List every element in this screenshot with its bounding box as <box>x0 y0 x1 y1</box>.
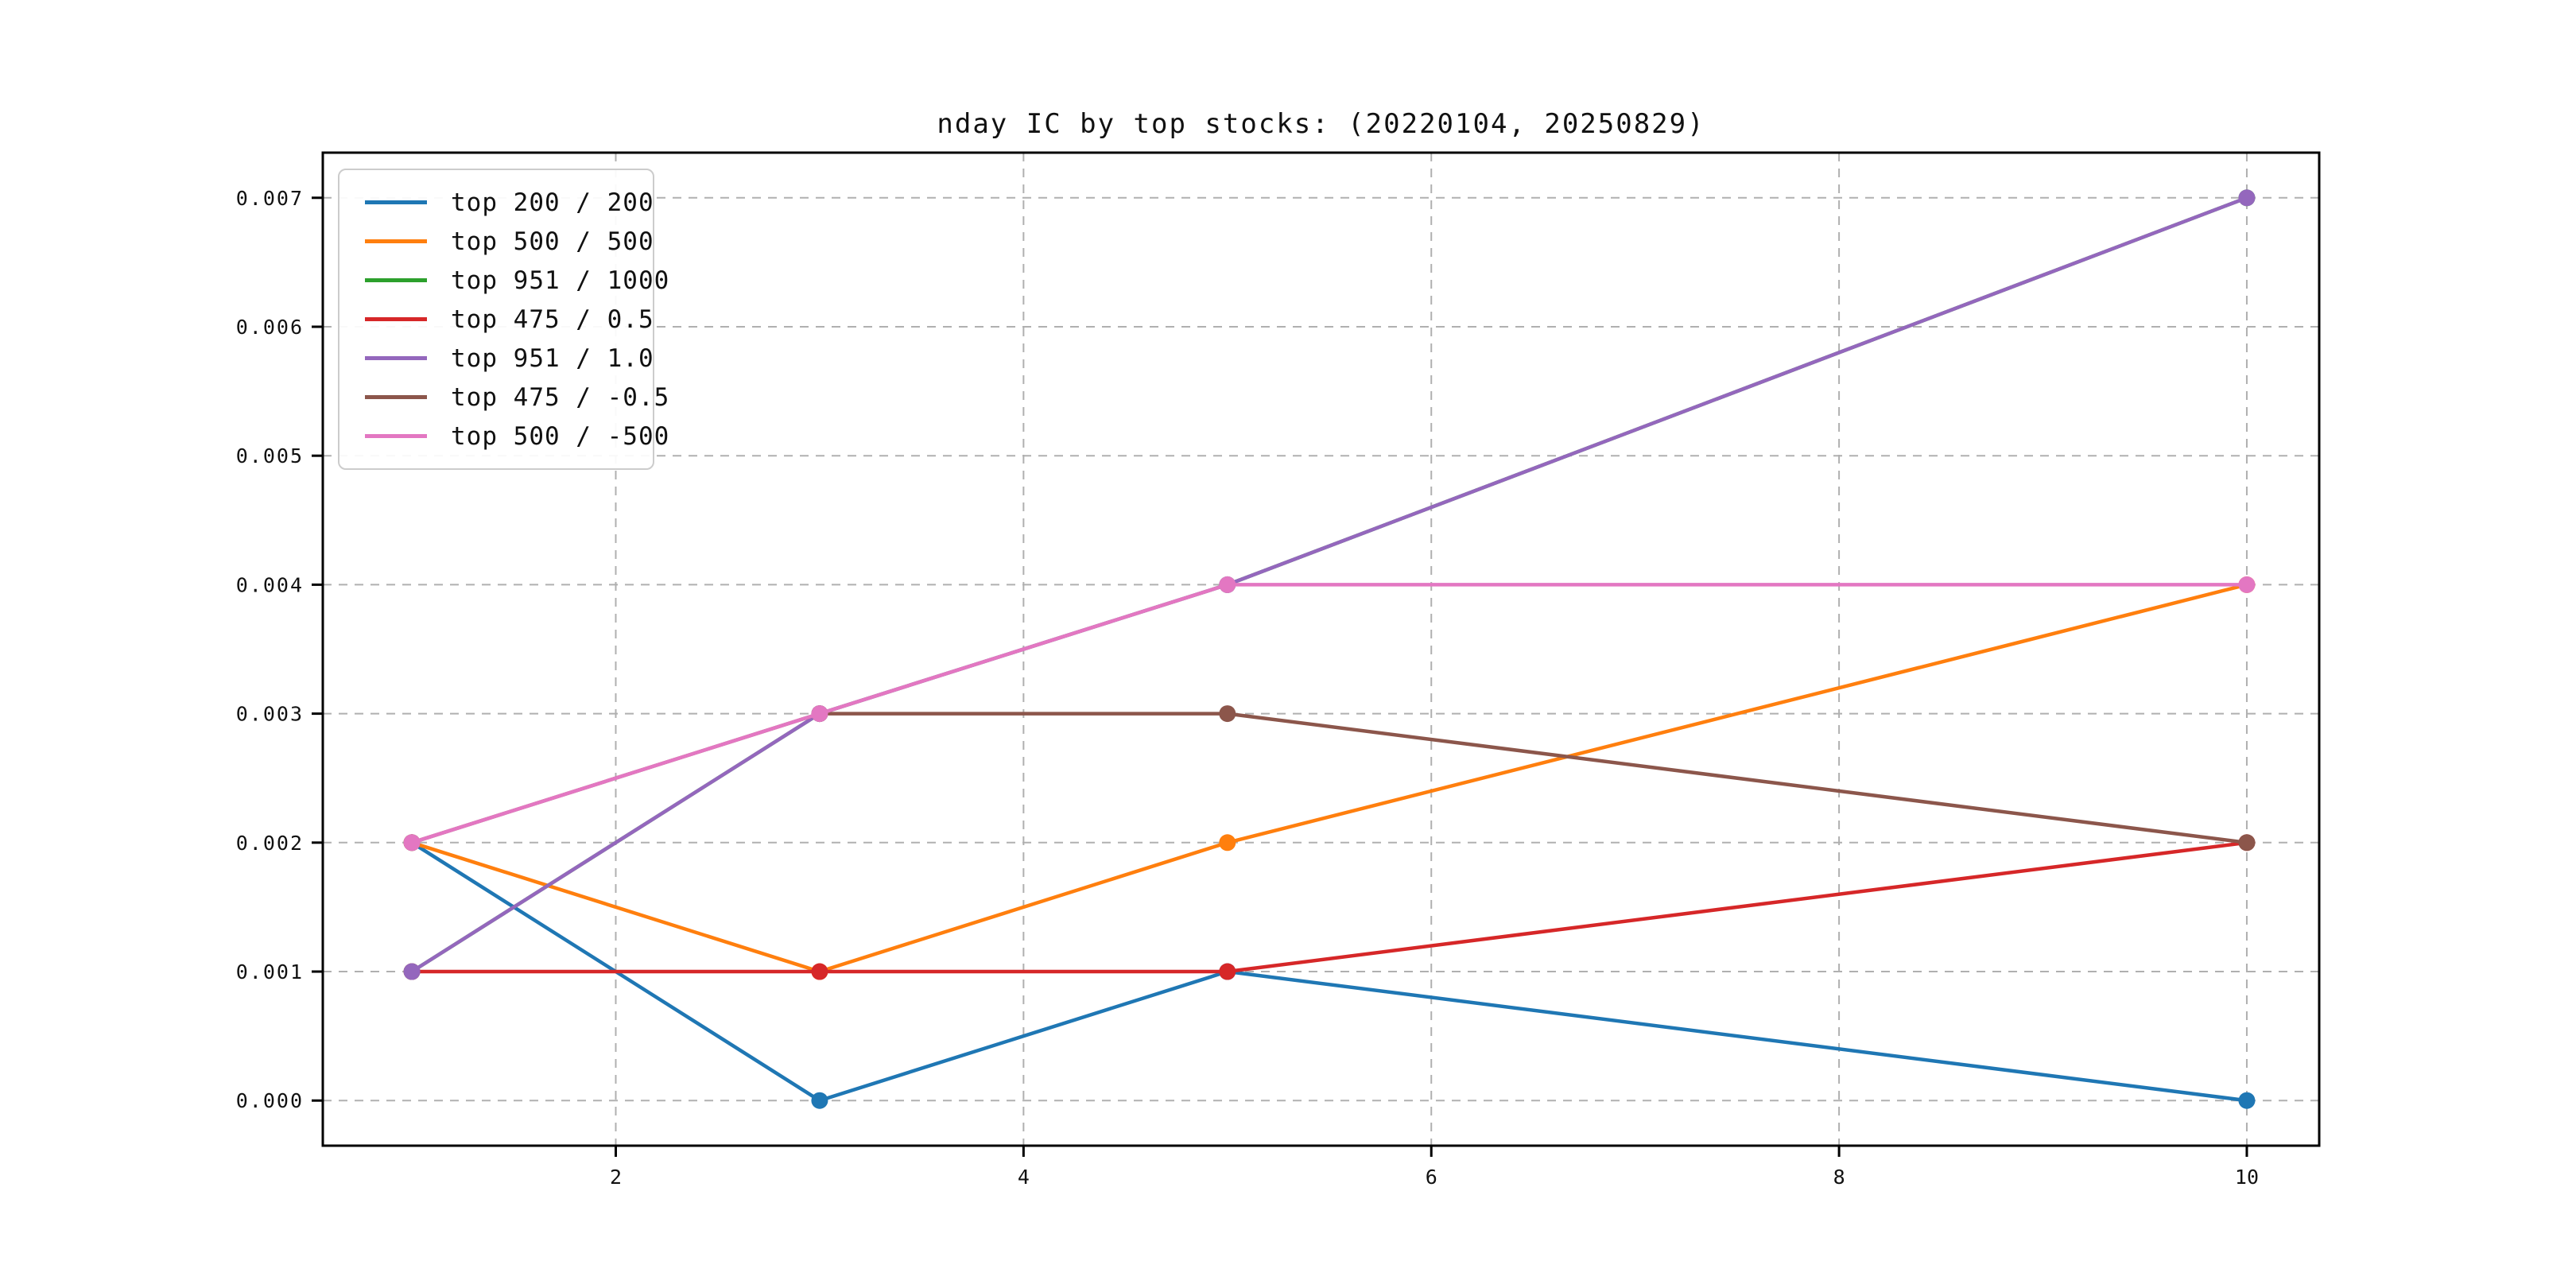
legend-item: top 951 / 1000 <box>339 261 669 300</box>
series-line <box>409 712 2249 845</box>
x-tick-label: 8 <box>1833 1166 1845 1189</box>
legend-line-swatch <box>365 356 427 360</box>
legend-label: top 951 / 1000 <box>451 266 670 295</box>
data-point-marker <box>2238 189 2256 207</box>
legend-item: top 500 / 500 <box>339 222 654 261</box>
legend-item: top 951 / 1.0 <box>339 339 654 378</box>
y-tick-label: 0.007 <box>236 187 304 210</box>
legend-label: top 475 / -0.5 <box>451 382 670 412</box>
data-point-marker <box>811 1092 828 1109</box>
data-point-marker <box>811 963 828 980</box>
legend-line-swatch <box>365 317 427 321</box>
legend-label: top 500 / 500 <box>451 227 654 256</box>
y-tick-label: 0.006 <box>236 316 304 339</box>
data-point-marker <box>403 963 421 980</box>
series-line <box>409 840 2249 974</box>
legend-label: top 475 / 0.5 <box>451 305 654 334</box>
legend-label: top 500 / -500 <box>451 421 670 451</box>
legend-line-swatch <box>365 200 427 204</box>
data-point-marker <box>2238 834 2256 852</box>
y-tick-label: 0.002 <box>236 832 304 855</box>
legend: top 200 / 200 top 500 / 500 top 951 / 1000… <box>338 169 669 470</box>
chart-title: nday IC by top stocks: (20220104, 202508… <box>937 108 1705 140</box>
data-point-marker <box>1219 834 1236 852</box>
x-tick-label: 4 <box>1018 1166 1030 1189</box>
legend-item: top 475 / 0.5 <box>339 300 654 339</box>
legend-item: top 200 / 200 <box>339 183 654 222</box>
data-point-marker <box>403 834 421 852</box>
series-line <box>409 583 2249 974</box>
data-point-marker <box>2238 576 2256 593</box>
legend-label: top 200 / 200 <box>451 188 654 217</box>
y-tick-label: 0.003 <box>236 703 304 726</box>
x-tick-label: 6 <box>1426 1166 1437 1189</box>
data-point-marker <box>1219 576 1236 593</box>
legend-item: top 475 / -0.5 <box>339 378 669 417</box>
legend-line-swatch <box>365 395 427 399</box>
data-point-marker <box>1219 705 1236 723</box>
x-tick-label: 2 <box>610 1166 622 1189</box>
data-point-marker <box>1219 963 1236 980</box>
y-tick-label: 0.004 <box>236 573 304 596</box>
x-tick-label: 10 <box>2235 1166 2259 1189</box>
legend-line-swatch <box>365 434 427 438</box>
y-tick-label: 0.000 <box>236 1089 304 1112</box>
legend-item: top 500 / -500 <box>339 417 669 456</box>
legend-line-swatch <box>365 239 427 243</box>
axes-spines <box>321 151 2321 1147</box>
series-line <box>409 583 2249 845</box>
data-point-marker <box>2238 1092 2256 1109</box>
legend-label: top 951 / 1.0 <box>451 343 654 373</box>
data-point-marker <box>811 705 828 723</box>
y-tick-label: 0.005 <box>236 444 304 467</box>
y-tick-label: 0.001 <box>236 960 304 983</box>
legend-line-swatch <box>365 278 427 282</box>
